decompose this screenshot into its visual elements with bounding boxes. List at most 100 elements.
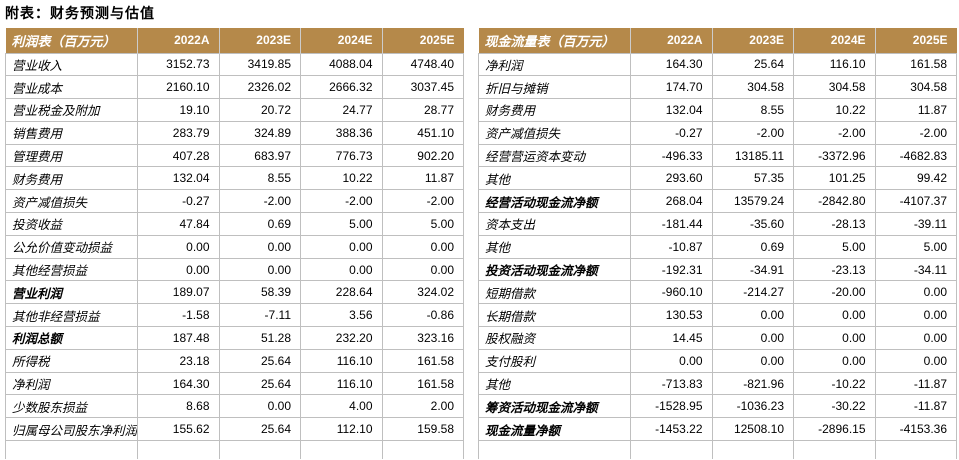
table-row: 短期借款 -960.10 -214.27 -20.00 0.00 [478, 280, 957, 305]
cell-value: -23.13 [793, 257, 876, 282]
cell-value: 304.58 [793, 75, 876, 100]
row-label: 资本支出 [478, 212, 631, 236]
income-table-body: 营业收入 3152.73 3419.85 4088.04 4748.40 营业成本 2160… [5, 52, 464, 459]
cell-value: -4107.37 [874, 189, 957, 214]
table-row: 营业收入 3152.73 3419.85 4088.04 4748.40 [5, 52, 464, 77]
table-row: 筹资活动现金流净额 -1528.95 -1036.23 -30.22 -11.87 [478, 394, 957, 419]
cell-value: 164.30 [137, 371, 220, 396]
cell-value: 25.64 [218, 371, 301, 396]
table-row: 公允价值变动损益 0.00 0.00 0.00 0.00 [5, 234, 464, 259]
table-row: 其他非经营损益 -1.58 -7.11 3.56 -0.86 [5, 303, 464, 328]
empty-cell [630, 440, 713, 459]
row-label: 少数股东损益 [5, 394, 138, 419]
cell-value: 324.89 [218, 120, 301, 145]
cell-value: -1036.23 [711, 394, 794, 419]
cell-value: -1528.95 [630, 394, 713, 419]
cashflow-col-2024E: 2024E [793, 28, 875, 53]
cell-value: -713.83 [630, 371, 713, 396]
empty-cell [478, 440, 631, 459]
cell-value: -10.87 [630, 234, 713, 259]
cell-value: 8.55 [218, 166, 301, 191]
table-row: 所得税 23.18 25.64 116.10 161.58 [5, 348, 464, 373]
cashflow-col-2022A: 2022A [630, 28, 712, 53]
cell-value: 0.00 [137, 234, 220, 259]
table-row: 其他 -10.87 0.69 5.00 5.00 [478, 234, 957, 259]
cell-value: 161.58 [381, 348, 464, 373]
row-label: 现金流量净额 [478, 417, 631, 442]
row-label: 短期借款 [478, 280, 631, 305]
cell-value: 902.20 [381, 143, 464, 168]
cell-value: 8.55 [711, 98, 794, 122]
cell-value: 23.18 [137, 348, 220, 373]
cell-value: 0.00 [874, 348, 957, 373]
cell-value: 28.77 [381, 98, 464, 122]
cell-value: 58.39 [218, 280, 301, 305]
cell-value: -28.13 [793, 212, 876, 236]
income-table-title: 利润表（百万元） [5, 28, 138, 53]
empty-cell [711, 440, 794, 459]
cell-value: 451.10 [381, 120, 464, 145]
cell-value: 12508.10 [711, 417, 794, 442]
cell-value: -0.27 [137, 189, 220, 214]
cell-value: 0.00 [218, 234, 301, 259]
cell-value: -1.58 [137, 303, 220, 328]
table-row: 资本支出 -181.44 -35.60 -28.13 -39.11 [478, 212, 957, 236]
cell-value: -4682.83 [874, 143, 957, 168]
cell-value: 4088.04 [300, 52, 383, 77]
cell-value: 116.10 [300, 348, 383, 373]
cell-value: 0.00 [300, 257, 383, 282]
cell-value: -34.91 [711, 257, 794, 282]
table-row: 归属母公司股东净利润 155.62 25.64 112.10 159.58 [5, 417, 464, 442]
cell-value: 304.58 [874, 75, 957, 100]
cell-value: 3419.85 [218, 52, 301, 77]
table-row: 管理费用 407.28 683.97 776.73 902.20 [5, 143, 464, 168]
cell-value: 228.64 [300, 280, 383, 305]
cell-value: 2666.32 [300, 75, 383, 100]
row-label: 营业税金及附加 [5, 98, 138, 122]
cell-value: -214.27 [711, 280, 794, 305]
cell-value: 25.64 [711, 52, 794, 77]
cell-value: 10.22 [300, 166, 383, 191]
table-row: 资产减值损失 -0.27 -2.00 -2.00 -2.00 [5, 189, 464, 214]
cell-value: 324.02 [381, 280, 464, 305]
cell-value: 0.00 [711, 348, 794, 373]
cell-value: 0.00 [793, 348, 876, 373]
cell-value: -0.27 [630, 120, 713, 145]
table-row: 营业成本 2160.10 2326.02 2666.32 3037.45 [5, 75, 464, 100]
cell-value: 161.58 [381, 371, 464, 396]
cell-value: -960.10 [630, 280, 713, 305]
empty-cell [218, 440, 301, 459]
cashflow-col-2025E: 2025E [874, 28, 957, 53]
cell-value: 0.69 [218, 212, 301, 236]
cell-value: -821.96 [711, 371, 794, 396]
cell-value: 99.42 [874, 166, 957, 191]
cell-value: 164.30 [630, 52, 713, 77]
cell-value: 13579.24 [711, 189, 794, 214]
cell-value: -3372.96 [793, 143, 876, 168]
cell-value: 0.00 [874, 303, 957, 328]
table-row-cutoff [478, 440, 957, 459]
row-label: 折旧与摊销 [478, 75, 631, 100]
table-row: 折旧与摊销 174.70 304.58 304.58 304.58 [478, 75, 957, 100]
table-row: 长期借款 130.53 0.00 0.00 0.00 [478, 303, 957, 328]
cell-value: 0.00 [711, 326, 794, 350]
cell-value: 24.77 [300, 98, 383, 122]
cell-value: 0.00 [711, 303, 794, 328]
row-label: 资产减值损失 [5, 189, 138, 214]
cell-value: 323.16 [381, 326, 464, 350]
cell-value: 5.00 [793, 234, 876, 259]
cell-value: -2.00 [793, 120, 876, 145]
cell-value: 13185.11 [711, 143, 794, 168]
cell-value: 268.04 [630, 189, 713, 214]
table-row: 其他 293.60 57.35 101.25 99.42 [478, 166, 957, 191]
row-label: 经营活动现金流净额 [478, 189, 631, 214]
empty-cell [137, 440, 220, 459]
cell-value: 10.22 [793, 98, 876, 122]
row-label: 其他 [478, 234, 631, 259]
income-col-2024E: 2024E [300, 28, 382, 53]
cell-value: 101.25 [793, 166, 876, 191]
cell-value: -39.11 [874, 212, 957, 236]
cell-value: 155.62 [137, 417, 220, 442]
cell-value: 189.07 [137, 280, 220, 305]
row-label: 财务费用 [5, 166, 138, 191]
